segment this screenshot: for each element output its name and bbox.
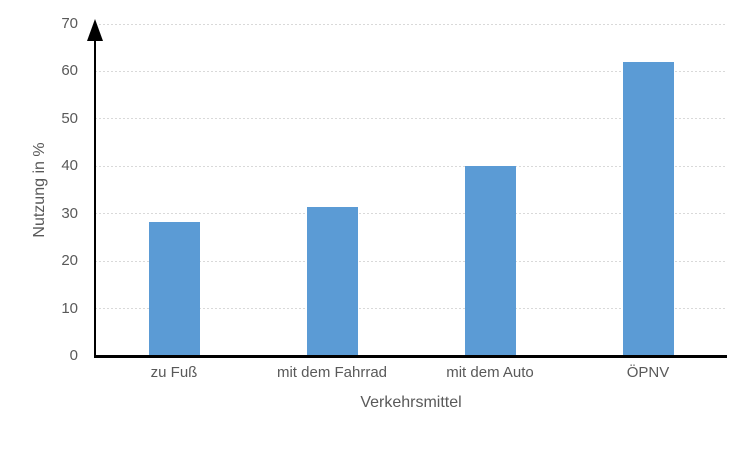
x-tick-label: mit dem Auto (446, 364, 534, 381)
gridline (95, 260, 727, 262)
gridline (95, 213, 727, 215)
gridline (95, 70, 727, 72)
y-tick-label: 40 (61, 157, 78, 175)
y-tick-label: 50 (61, 109, 78, 127)
bar (622, 61, 674, 356)
x-tick-label: mit dem Fahrrad (276, 364, 388, 381)
x-axis-title: Verkehrsmittel (360, 394, 462, 411)
y-tick-label: 10 (61, 299, 78, 317)
gridline (95, 308, 727, 310)
gridline (95, 165, 727, 167)
y-tick-label: 70 (61, 15, 78, 32)
x-tick-label: zu Fuß (150, 364, 198, 381)
gridline (95, 118, 727, 120)
gridline (95, 23, 727, 25)
plot-area (95, 23, 727, 356)
x-tick-label: ÖPNV (626, 364, 670, 381)
y-tick-label: 0 (69, 347, 78, 364)
y-tick-label: 20 (61, 252, 78, 270)
y-tick-label: 60 (61, 62, 78, 80)
y-axis-title: Nutzung in % (31, 142, 48, 238)
y-axis-arrow-icon (87, 19, 103, 41)
y-tick-label: 30 (61, 204, 78, 222)
bar (148, 221, 200, 356)
bar (306, 206, 358, 356)
bar (464, 166, 516, 356)
x-axis-line (94, 355, 727, 358)
x-tick-labels: zu Fuß mit dem Fahrrad mit dem Auto ÖPNV (95, 363, 727, 383)
y-axis-line (94, 30, 96, 357)
